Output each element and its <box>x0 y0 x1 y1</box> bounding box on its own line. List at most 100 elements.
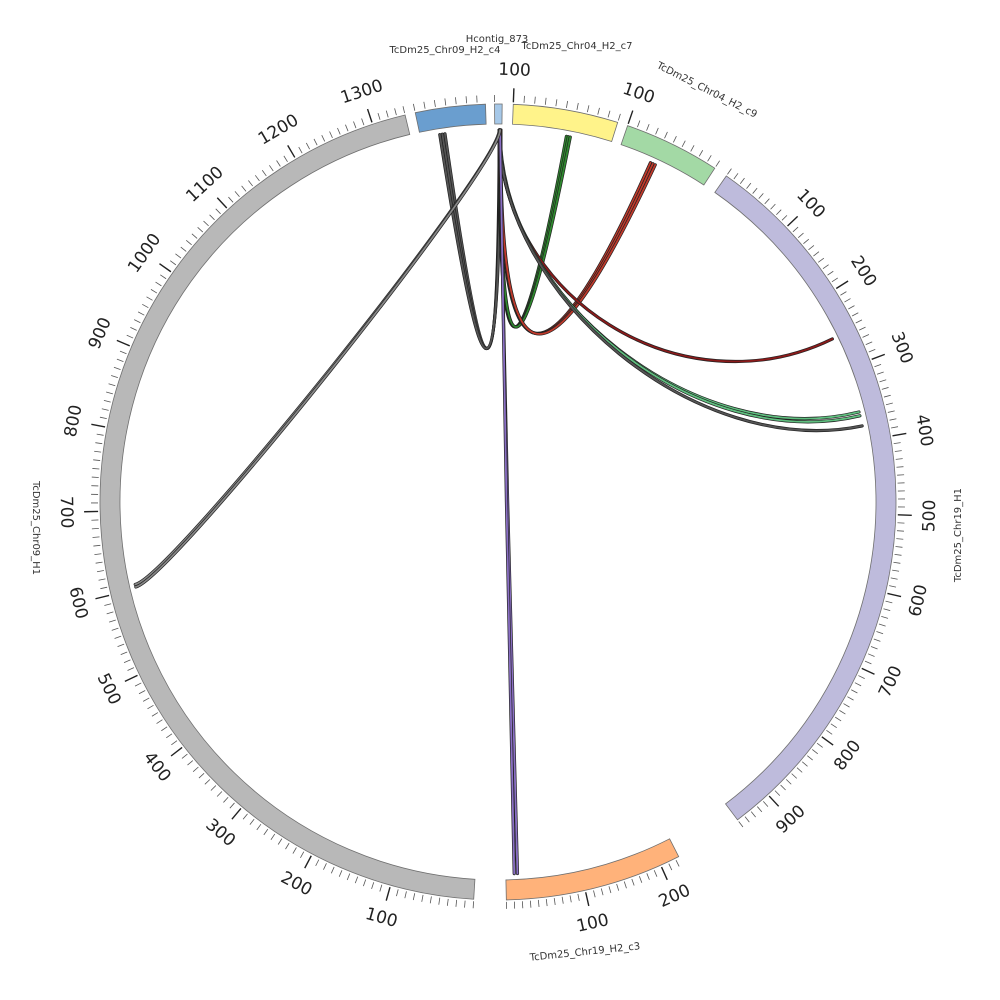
tick-mark <box>553 897 556 906</box>
tick-mark <box>529 900 532 908</box>
tick-mark <box>892 569 900 572</box>
tick-label: 1300 <box>338 76 385 109</box>
tick-mark <box>166 733 173 739</box>
tick-label: 500 <box>919 499 940 532</box>
tick-mark <box>607 110 611 118</box>
tick-mark <box>855 319 863 324</box>
tick-mark <box>746 182 752 189</box>
tick-mark <box>231 808 242 820</box>
tick-mark <box>768 795 780 807</box>
tick-mark <box>292 847 297 854</box>
tick-mark <box>249 818 255 825</box>
tick-label: 700 <box>875 663 907 701</box>
tick-mark <box>885 402 893 406</box>
tick-mark <box>287 145 296 158</box>
tick-mark <box>839 710 846 715</box>
tick-mark <box>848 305 855 310</box>
tick-mark <box>361 118 365 126</box>
tick-mark <box>171 740 178 746</box>
contig-segment-TcDm25_Chr04_H2_c7 <box>512 103 619 142</box>
tick-mark <box>330 866 335 874</box>
tick-mark <box>402 106 406 114</box>
tick-mark <box>156 719 163 724</box>
tick-mark <box>117 643 125 647</box>
tick-mark <box>776 209 782 216</box>
link-ribbon <box>499 129 516 875</box>
tick-mark <box>283 155 288 163</box>
tick-mark <box>323 863 327 870</box>
tick-mark <box>161 726 168 732</box>
tick-mark <box>346 873 351 881</box>
tick-mark <box>544 97 547 105</box>
tick-mark <box>169 260 177 266</box>
link-Hcontig_873-to-TcDm25_Chr09_H1 <box>133 128 502 589</box>
tick-mark <box>203 220 209 227</box>
tick-mark <box>94 450 102 453</box>
tick-mark <box>429 896 432 904</box>
tick-mark <box>874 364 882 368</box>
tick-mark <box>851 312 859 317</box>
tick-mark <box>873 638 881 642</box>
tick-mark <box>881 616 889 619</box>
tick-mark <box>377 112 381 120</box>
tick-mark <box>123 659 131 664</box>
link-Hcontig_873-to-TcDm25_Chr04_H2_c7 <box>497 128 572 329</box>
tick-mark <box>646 123 650 131</box>
tick-mark <box>858 675 865 679</box>
tick-mark <box>354 876 359 884</box>
contig-segment-TcDm25_Chr09_H2_c4 <box>414 103 487 133</box>
tick-mark <box>752 187 758 194</box>
contig-segment-TcDm25_Chr19_H1 <box>714 175 897 821</box>
tick-mark <box>134 682 142 687</box>
tick-mark <box>796 767 803 773</box>
tick-mark <box>816 742 823 748</box>
tick-mark <box>655 127 659 135</box>
tick-mark <box>126 334 134 339</box>
tick-mark <box>631 878 635 886</box>
tick-mark <box>727 168 732 175</box>
tick-mark <box>876 371 884 375</box>
tick-mark <box>242 813 248 820</box>
tick-mark <box>412 893 416 901</box>
tick-mark <box>100 586 108 590</box>
tick-mark <box>653 870 658 877</box>
tick-mark <box>867 653 875 657</box>
tick-mark <box>95 442 103 445</box>
tick-mark <box>181 753 188 759</box>
tick-mark <box>263 828 269 836</box>
tick-mark <box>119 350 127 355</box>
tick-mark <box>756 806 763 813</box>
tick-mark <box>93 544 101 547</box>
tick-mark <box>113 366 121 370</box>
tick-mark <box>216 197 228 209</box>
tick-mark <box>840 291 847 296</box>
tick-mark <box>660 866 668 881</box>
tick-mark <box>192 766 199 772</box>
tick-mark <box>885 600 893 604</box>
tick-mark <box>843 703 850 708</box>
tick-mark <box>890 577 898 580</box>
tick-mark <box>879 379 887 383</box>
tick-mark <box>831 277 839 283</box>
tick-label: 600 <box>64 585 91 621</box>
tick-mark <box>780 784 786 791</box>
tick-mark <box>338 870 343 877</box>
tick-mark <box>664 131 668 139</box>
tick-mark <box>826 730 833 735</box>
tick-mark <box>241 185 247 192</box>
tick-mark <box>120 651 128 656</box>
contig-label-TcDm25_Chr04_H2_c7: TcDm25_Chr04_H2_c7 <box>521 41 633 52</box>
tick-mark <box>234 191 240 198</box>
tick-mark <box>835 280 849 290</box>
tick-mark <box>108 383 116 387</box>
tick-mark <box>116 358 124 362</box>
tick-mark <box>175 253 182 259</box>
tick-mark <box>861 667 875 675</box>
tick-mark <box>185 240 192 246</box>
links-layer <box>133 128 864 876</box>
tick-mark <box>396 889 399 897</box>
tick-mark <box>114 635 122 639</box>
tick-mark <box>893 442 901 445</box>
tick-mark <box>198 773 205 779</box>
contig-ticks-TcDm25_Chr09_H2_c4 <box>412 95 478 111</box>
